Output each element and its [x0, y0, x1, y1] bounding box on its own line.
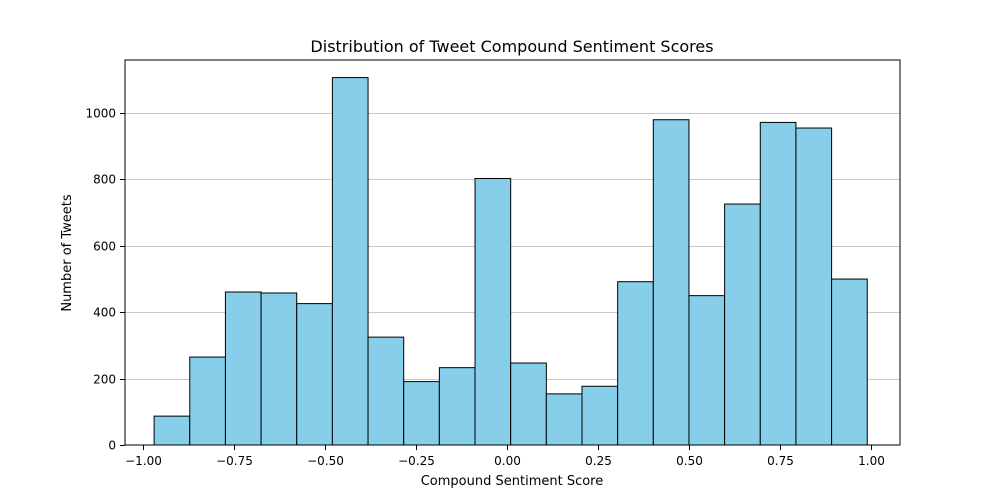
histogram-bar — [474, 177, 512, 446]
histogram-bar — [617, 281, 654, 446]
histogram-bar — [795, 127, 833, 446]
y-tick-label: 1000 — [85, 107, 116, 121]
plot-area-frame — [124, 59, 901, 446]
histogram-bar — [189, 356, 226, 446]
histogram-bar — [831, 278, 868, 446]
histogram-bar — [510, 362, 547, 446]
histogram-bar — [652, 119, 690, 446]
histogram-bar — [331, 77, 369, 446]
y-tick-label: 800 — [93, 173, 116, 187]
x-axis-label: Compound Sentiment Score — [421, 474, 604, 489]
x-tick-label: 0.00 — [494, 454, 521, 468]
x-axis-ticks: −1.00 −0.75 −0.50 −0.25 0.00 0.25 0.50 0.75 1.00 — [125, 445, 885, 468]
x-tick-label: −1.00 — [125, 454, 162, 468]
histogram-bar — [581, 385, 619, 446]
x-tick-label: 0.25 — [585, 454, 612, 468]
x-tick-label: −0.25 — [398, 454, 435, 468]
x-tick-label: −0.50 — [307, 454, 344, 468]
histogram-bar — [403, 381, 440, 446]
x-tick-label: 0.50 — [676, 454, 703, 468]
x-tick-label: 0.75 — [767, 454, 794, 468]
y-tick-label: 200 — [93, 373, 116, 387]
x-tick-label: 1.00 — [858, 454, 885, 468]
y-tick-label: 600 — [93, 240, 116, 254]
histogram-bar — [367, 336, 405, 446]
histogram-bar — [260, 292, 298, 446]
histogram-bar — [153, 415, 191, 446]
y-axis-label: Number of Tweets — [60, 194, 75, 312]
histogram-bar — [545, 393, 583, 446]
y-axis-ticks: 0 200 400 600 800 1000 — [85, 107, 125, 453]
histogram-bar — [688, 295, 726, 446]
histogram-bar — [296, 303, 333, 446]
x-tick-label: −0.75 — [216, 454, 253, 468]
histogram-bar — [759, 121, 797, 446]
chart-title: Distribution of Tweet Compound Sentiment… — [310, 37, 713, 56]
histogram-bar — [438, 367, 476, 446]
histogram-bar — [724, 203, 761, 446]
histogram-bar — [224, 291, 262, 446]
y-tick-label: 400 — [93, 306, 116, 320]
y-tick-label: 0 — [108, 439, 116, 453]
bars — [153, 77, 868, 446]
